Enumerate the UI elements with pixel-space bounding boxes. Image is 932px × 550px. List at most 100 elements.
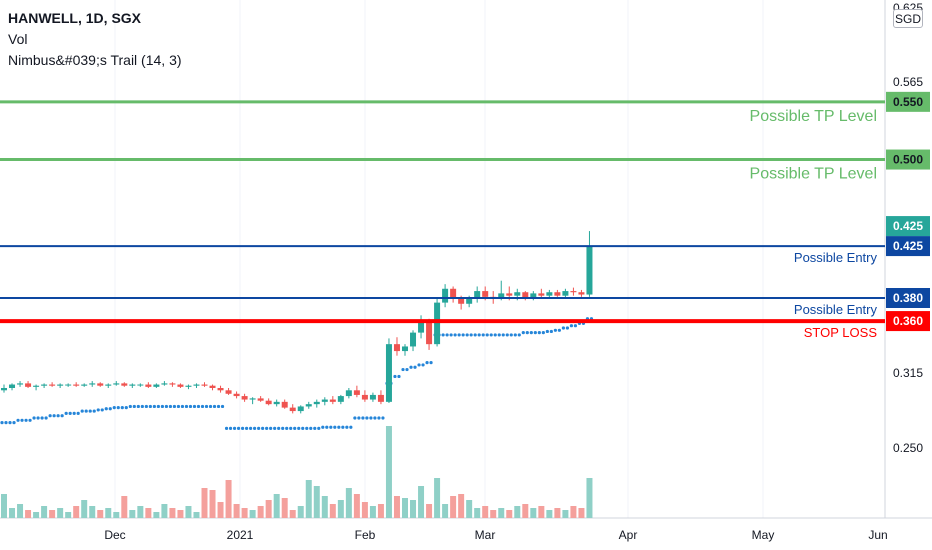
price-tag-stop bbox=[886, 311, 930, 332]
trail-dot bbox=[525, 331, 529, 335]
candle-body bbox=[145, 384, 152, 387]
volume-bar bbox=[369, 506, 376, 518]
candle-body bbox=[474, 291, 481, 298]
candle-body bbox=[377, 394, 384, 402]
volume-bar bbox=[241, 508, 248, 518]
trail-dot bbox=[160, 404, 164, 409]
trail-dot bbox=[513, 333, 517, 337]
candle-body bbox=[345, 390, 352, 397]
candle-body bbox=[233, 393, 240, 397]
candle-body bbox=[450, 288, 457, 298]
volume-bar bbox=[113, 512, 120, 518]
volume-bar bbox=[41, 506, 48, 518]
trail-dot bbox=[140, 404, 144, 409]
price-tag-text: 0.360 bbox=[893, 314, 923, 328]
time-axis[interactable]: Dec 2021 Feb Mar Apr May Jun bbox=[104, 528, 887, 542]
trail-dot bbox=[421, 363, 425, 367]
trail-dot bbox=[281, 426, 285, 430]
trail-dot bbox=[12, 421, 16, 425]
trail-dot bbox=[569, 324, 574, 328]
trail-dot bbox=[441, 333, 445, 337]
volume-bar bbox=[498, 508, 505, 518]
volume-bar bbox=[530, 508, 537, 518]
trail-dot bbox=[277, 426, 281, 430]
volume-bar bbox=[434, 478, 441, 518]
price-levels[interactable] bbox=[0, 100, 885, 324]
price-tag-entry bbox=[886, 236, 930, 257]
candle-body bbox=[458, 298, 465, 304]
trail-dot bbox=[32, 416, 36, 420]
price-tag-entry bbox=[886, 288, 930, 308]
currency-badge[interactable]: SGD bbox=[893, 9, 923, 28]
x-tick-label: Mar bbox=[475, 528, 496, 542]
volume-bar bbox=[185, 506, 192, 518]
candle-body bbox=[353, 390, 360, 395]
trail-dot bbox=[457, 333, 461, 337]
indicator-legend[interactable]: Nimbus&#039;s Trail (14, 3) bbox=[8, 52, 182, 68]
candle-body bbox=[49, 384, 56, 386]
trail-dot bbox=[305, 426, 309, 430]
trail-dot bbox=[208, 404, 213, 409]
trail-dot bbox=[537, 331, 541, 335]
volume-legend[interactable]: Vol bbox=[8, 31, 28, 47]
trail-dot bbox=[180, 404, 185, 409]
trail-dot bbox=[48, 414, 52, 418]
volume-bar bbox=[81, 500, 88, 518]
trail-dot bbox=[20, 418, 24, 422]
trail-dot bbox=[224, 426, 229, 430]
volume-bar bbox=[450, 496, 457, 518]
volume-bar bbox=[209, 490, 216, 518]
trail-dot bbox=[405, 367, 409, 372]
trail-dot bbox=[501, 333, 505, 337]
candle-body bbox=[89, 383, 96, 385]
trail-dot bbox=[56, 414, 60, 418]
trail-dot bbox=[301, 426, 305, 430]
volume-bar bbox=[1, 494, 7, 518]
candle-body bbox=[217, 388, 224, 391]
volume-bar bbox=[474, 508, 481, 518]
price-tag-tp bbox=[886, 149, 930, 170]
volume-bar bbox=[225, 480, 232, 518]
symbol-title[interactable]: HANWELL, 1D, SGX bbox=[8, 10, 142, 26]
level-text-tp: Possible TP Level bbox=[750, 108, 877, 125]
candle-body bbox=[514, 292, 521, 296]
trail-dot bbox=[144, 404, 148, 409]
candle-body bbox=[321, 399, 328, 402]
x-tick-label: Apr bbox=[619, 528, 638, 542]
trail-dot bbox=[88, 409, 92, 413]
trail-dot bbox=[393, 374, 397, 379]
trail-dot bbox=[381, 416, 385, 420]
trail-dot bbox=[309, 426, 313, 430]
volume-bar bbox=[137, 506, 144, 518]
candle-body bbox=[9, 384, 16, 388]
candle-body bbox=[313, 401, 320, 405]
trail-dot bbox=[200, 404, 205, 409]
trail-dot bbox=[273, 426, 277, 430]
candle-body bbox=[289, 407, 296, 412]
candle-body bbox=[498, 293, 505, 298]
trail-dot bbox=[212, 404, 217, 409]
trail-dot bbox=[285, 426, 289, 430]
price-tag-tp bbox=[886, 91, 930, 112]
trail-dot bbox=[345, 425, 349, 429]
x-tick-label: Jun bbox=[868, 528, 887, 542]
trail-dot bbox=[108, 407, 112, 411]
level-text-entry: Possible Entry bbox=[794, 250, 878, 265]
candle-body bbox=[562, 291, 569, 296]
trail-dot bbox=[249, 426, 253, 430]
trail-dot bbox=[485, 333, 489, 337]
volume-bar bbox=[377, 504, 384, 518]
volume-bar bbox=[554, 508, 561, 518]
volume-bar bbox=[482, 506, 489, 518]
trail-dot bbox=[573, 324, 578, 328]
volume-bar bbox=[25, 510, 32, 518]
level-text-stop: STOP LOSS bbox=[804, 325, 878, 340]
volume-bar bbox=[578, 508, 585, 518]
trail-dot bbox=[132, 404, 136, 409]
trail-dots bbox=[0, 317, 594, 430]
trail-dot bbox=[377, 416, 381, 420]
trail-dot bbox=[289, 426, 293, 430]
candle-body bbox=[546, 292, 553, 296]
trail-dot bbox=[152, 404, 156, 409]
